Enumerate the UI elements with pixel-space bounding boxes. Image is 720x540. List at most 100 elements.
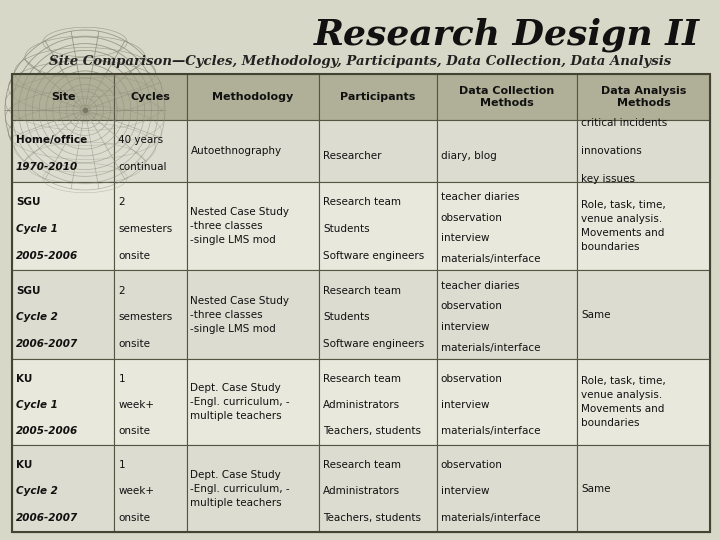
Text: materials/interface: materials/interface (441, 342, 541, 353)
Text: Autoethnography: Autoethnography (191, 146, 282, 156)
Text: Administrators: Administrators (323, 400, 400, 410)
Bar (437, 446, 577, 532)
Bar (12, 359, 114, 446)
Text: Dept. Case Study
-Engl. curriculum, -
multiple teachers: Dept. Case Study -Engl. curriculum, - mu… (191, 470, 290, 508)
Text: SGU: SGU (16, 286, 40, 295)
Bar (114, 359, 186, 446)
Bar (577, 120, 710, 182)
Bar (319, 359, 437, 446)
Text: week+: week+ (118, 487, 154, 496)
Text: continual: continual (118, 162, 167, 172)
Text: onsite: onsite (118, 339, 150, 349)
Bar (319, 271, 437, 359)
Text: Role, task, time,
venue analysis.
Movements and
boundaries: Role, task, time, venue analysis. Moveme… (581, 200, 666, 252)
Text: Role, task, time,
venue analysis.
Movements and
boundaries: Role, task, time, venue analysis. Moveme… (581, 376, 666, 428)
Text: Cycle 2: Cycle 2 (16, 487, 58, 496)
Text: 2005-2006: 2005-2006 (16, 426, 78, 436)
Text: Research team: Research team (323, 286, 401, 295)
Text: observation: observation (441, 301, 503, 312)
Bar (114, 446, 186, 532)
Text: 40 years: 40 years (118, 135, 163, 145)
Text: observation: observation (441, 460, 503, 470)
Text: 2: 2 (118, 286, 125, 295)
Text: onsite: onsite (118, 426, 150, 436)
Bar (319, 120, 437, 182)
Text: observation: observation (441, 213, 503, 223)
Text: Software engineers: Software engineers (323, 339, 425, 349)
Text: critical incidents

innovations

key issues: critical incidents innovations key issue… (581, 118, 667, 184)
Bar (577, 359, 710, 446)
Text: Cycles: Cycles (130, 92, 171, 102)
Text: Research team: Research team (323, 460, 401, 470)
Text: interview: interview (441, 322, 490, 332)
Text: Site Comparison—Cycles, Methodology, Participants, Data Collection, Data Analysi: Site Comparison—Cycles, Methodology, Par… (49, 56, 671, 69)
Bar (437, 359, 577, 446)
Text: Students: Students (323, 312, 370, 322)
Text: semesters: semesters (118, 224, 173, 234)
Bar (186, 271, 319, 359)
Bar (186, 359, 319, 446)
Text: teacher diaries: teacher diaries (441, 281, 519, 291)
Text: 2006-2007: 2006-2007 (16, 339, 78, 349)
Bar (186, 120, 319, 182)
Bar (114, 74, 186, 120)
Bar (12, 74, 710, 532)
Text: materials/interface: materials/interface (441, 512, 541, 523)
Text: diary, blog: diary, blog (441, 151, 497, 161)
Text: Nested Case Study
-three classes
-single LMS mod: Nested Case Study -three classes -single… (191, 296, 289, 334)
Text: SGU: SGU (16, 197, 40, 207)
Bar (319, 446, 437, 532)
Bar (12, 120, 114, 182)
Text: Home/office: Home/office (16, 135, 87, 145)
Text: Administrators: Administrators (323, 487, 400, 496)
Text: Cycle 1: Cycle 1 (16, 224, 58, 234)
Bar (12, 271, 114, 359)
Text: teacher diaries: teacher diaries (441, 192, 519, 202)
Bar (186, 74, 319, 120)
Text: onsite: onsite (118, 512, 150, 523)
Text: Data Analysis
Methods: Data Analysis Methods (601, 86, 686, 108)
Text: week+: week+ (118, 400, 154, 410)
Text: Teachers, students: Teachers, students (323, 426, 421, 436)
Bar (437, 120, 577, 182)
Bar (319, 182, 437, 271)
Bar (437, 182, 577, 271)
Text: 2005-2006: 2005-2006 (16, 251, 78, 261)
Bar (186, 182, 319, 271)
Bar (577, 446, 710, 532)
Bar (577, 74, 710, 120)
Bar (577, 182, 710, 271)
Bar (437, 271, 577, 359)
Text: Software engineers: Software engineers (323, 251, 425, 261)
Text: Nested Case Study
-three classes
-single LMS mod: Nested Case Study -three classes -single… (191, 207, 289, 245)
Text: Students: Students (323, 224, 370, 234)
Text: KU: KU (16, 374, 32, 383)
Text: Participants: Participants (341, 92, 415, 102)
Text: Site: Site (51, 92, 76, 102)
Text: Research team: Research team (323, 374, 401, 383)
Text: Research team: Research team (323, 197, 401, 207)
Text: 2: 2 (118, 197, 125, 207)
Text: 1970-2010: 1970-2010 (16, 162, 78, 172)
Text: Researcher: Researcher (323, 151, 382, 161)
Text: observation: observation (441, 374, 503, 383)
Text: 2006-2007: 2006-2007 (16, 512, 78, 523)
Bar (12, 182, 114, 271)
Text: KU: KU (16, 460, 32, 470)
Text: Teachers, students: Teachers, students (323, 512, 421, 523)
Bar (437, 74, 577, 120)
Text: interview: interview (441, 233, 490, 244)
Bar (12, 446, 114, 532)
Bar (114, 182, 186, 271)
Text: 1: 1 (118, 460, 125, 470)
Text: Cycle 1: Cycle 1 (16, 400, 58, 410)
Text: Dept. Case Study
-Engl. curriculum, -
multiple teachers: Dept. Case Study -Engl. curriculum, - mu… (191, 383, 290, 421)
Text: Methodology: Methodology (212, 92, 294, 102)
Text: interview: interview (441, 400, 490, 410)
Text: semesters: semesters (118, 312, 173, 322)
Text: interview: interview (441, 487, 490, 496)
Bar (186, 446, 319, 532)
Bar (577, 271, 710, 359)
Text: materials/interface: materials/interface (441, 426, 541, 436)
Text: Same: Same (581, 309, 611, 320)
